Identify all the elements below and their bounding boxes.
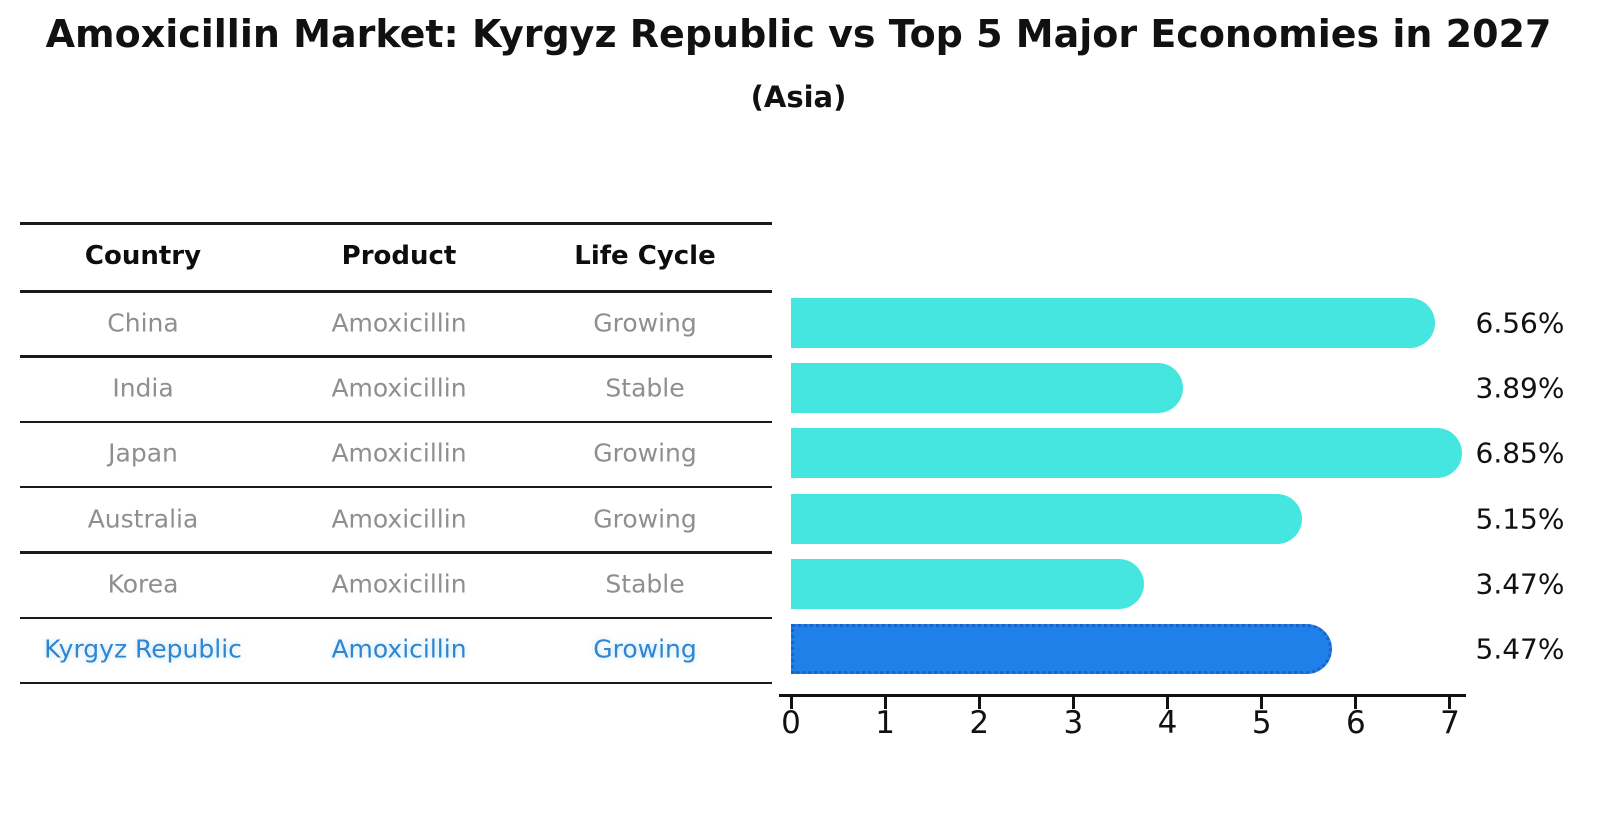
table-cell: Stable — [605, 373, 685, 403]
bar-value-label: 6.85% — [1475, 436, 1565, 470]
x-axis-tick-label: 7 — [1440, 705, 1460, 741]
table-header-cell: Country — [84, 241, 202, 271]
x-axis-line — [779, 694, 1466, 697]
row-separator-line — [20, 681, 772, 685]
row-separator-line — [20, 290, 772, 293]
table-cell: Growing — [593, 634, 697, 664]
x-axis-tick — [883, 697, 887, 709]
x-axis-tick — [977, 697, 981, 709]
row-separator-line — [20, 485, 772, 489]
page-title: Amoxicillin Market: Kyrgyz Republic vs T… — [45, 12, 1552, 56]
table-cell: China — [107, 308, 179, 338]
table-cell: Growing — [593, 504, 697, 534]
bar — [791, 297, 1435, 348]
bar-value-label: 3.89% — [1475, 371, 1565, 405]
table-cell: Amoxicillin — [331, 373, 467, 403]
table-cell: Amoxicillin — [331, 569, 467, 599]
x-axis-tick — [1166, 697, 1170, 709]
table-cell: Amoxicillin — [331, 504, 467, 534]
page-subtitle: (Asia) — [750, 80, 847, 114]
row-separator-line — [20, 551, 772, 554]
x-axis-tick — [789, 697, 793, 709]
bar-value-label: 6.56% — [1475, 306, 1565, 340]
x-axis-tick — [1260, 697, 1264, 709]
table-cell: Amoxicillin — [331, 308, 467, 338]
table-cell: Stable — [605, 569, 685, 599]
bar — [791, 493, 1302, 544]
x-axis-tick — [1071, 697, 1075, 709]
table-cell: Growing — [593, 308, 697, 338]
table-cell: Amoxicillin — [331, 634, 467, 664]
x-axis-tick-label: 1 — [875, 705, 895, 741]
x-axis-tick-label: 3 — [1063, 705, 1084, 741]
x-axis-tick-label: 6 — [1345, 705, 1366, 741]
table-cell: Japan — [108, 438, 178, 468]
bar — [791, 362, 1184, 413]
bar-value-label: 3.47% — [1475, 567, 1565, 601]
x-axis-tick-label: 2 — [969, 705, 990, 741]
bar-value-label: 5.15% — [1475, 502, 1565, 536]
table-cell: Amoxicillin — [331, 438, 467, 468]
bar-value-label: 5.47% — [1475, 632, 1565, 666]
table-cell: Korea — [107, 569, 179, 599]
table-header-cell: Product — [341, 241, 457, 271]
row-separator-line — [20, 420, 772, 424]
x-axis-tick-label: 5 — [1251, 705, 1272, 741]
bar — [791, 558, 1144, 609]
table-header-cell: Life Cycle — [574, 241, 716, 271]
table-top-line — [20, 222, 772, 225]
table-cell: Australia — [87, 504, 199, 534]
x-axis-tick — [1448, 697, 1452, 709]
row-separator-line — [20, 355, 772, 358]
x-axis-tick-label: 0 — [781, 705, 801, 741]
x-axis-tick — [1354, 697, 1358, 709]
highlight-bar — [791, 624, 1332, 675]
table-cell: Growing — [593, 438, 697, 468]
table-cell: Kyrgyz Republic — [44, 634, 242, 664]
table-cell: India — [112, 373, 174, 403]
x-axis-tick-label: 4 — [1157, 705, 1178, 741]
row-separator-line — [20, 616, 772, 620]
bar — [791, 428, 1462, 479]
